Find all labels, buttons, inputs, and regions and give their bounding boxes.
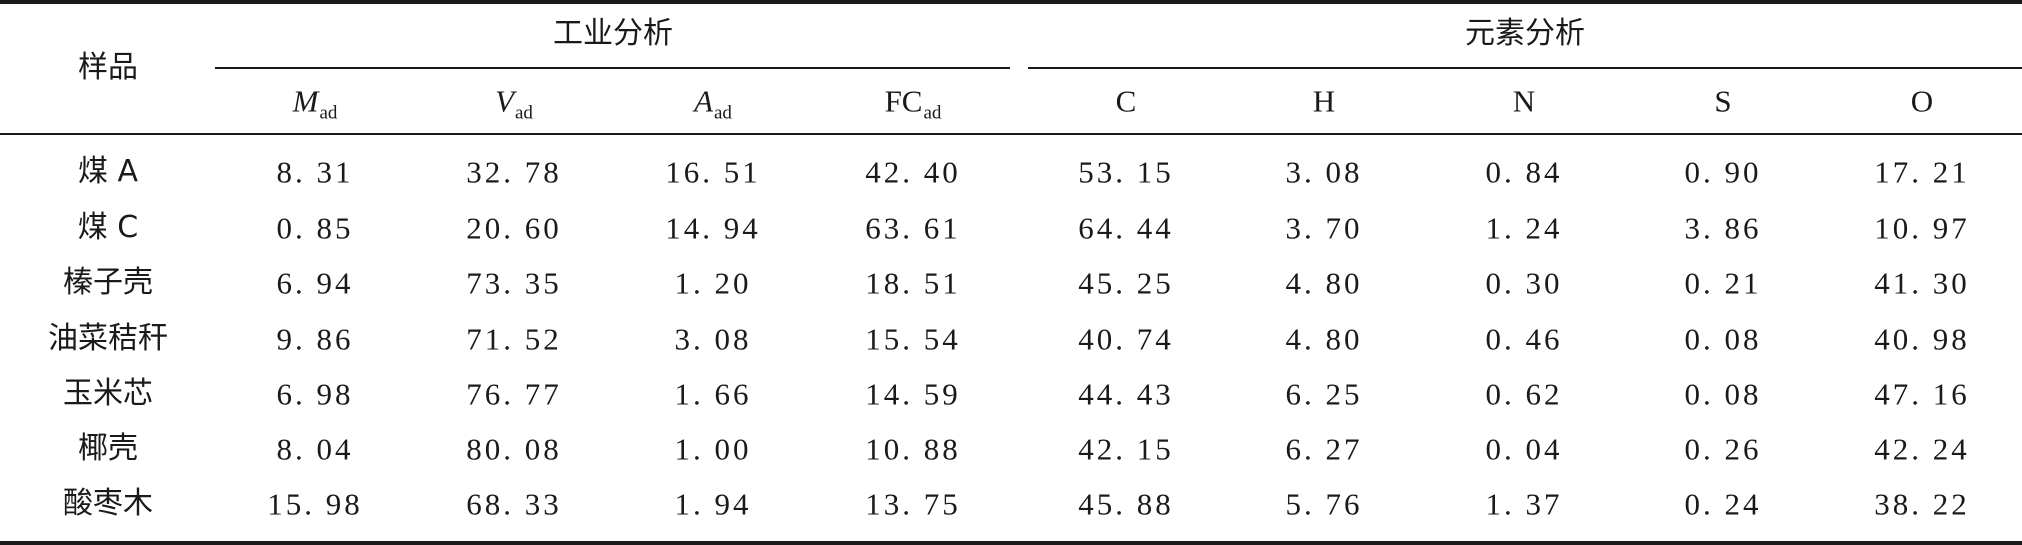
value-cell: 0. 30 — [1485, 265, 1563, 301]
value-cell: 64. 44 — [1078, 210, 1174, 246]
value-cell: 20. 60 — [466, 210, 562, 246]
sample-name-cell: 椰壳 — [78, 431, 138, 466]
column-header-m-ad: Mad — [292, 83, 338, 124]
value-cell: 68. 33 — [466, 486, 562, 522]
proximate-group-rule — [215, 67, 1010, 69]
value-cell: 32. 78 — [466, 154, 562, 190]
column-header-o: O — [1910, 83, 1934, 119]
sample-name-cell: 煤 A — [77, 154, 139, 189]
value-cell: 71. 52 — [466, 321, 562, 357]
column-header-a-ad: Aad — [694, 83, 732, 124]
value-cell: 17. 21 — [1874, 154, 1970, 190]
sample-name-cell: 煤 C — [77, 210, 139, 245]
column-header-n: N — [1512, 83, 1536, 119]
column-header-h: H — [1312, 83, 1336, 119]
value-cell: 0. 04 — [1485, 431, 1563, 467]
ultimate-analysis-header: 元素分析 — [1465, 16, 1585, 51]
ultimate-group-rule — [1028, 67, 2022, 69]
value-cell: 1. 37 — [1485, 486, 1563, 522]
value-cell: 45. 25 — [1078, 265, 1174, 301]
value-cell: 73. 35 — [466, 265, 562, 301]
value-cell: 6. 98 — [276, 376, 354, 412]
sample-name-cell: 榛子壳 — [63, 265, 153, 300]
value-cell: 6. 25 — [1285, 376, 1363, 412]
value-cell: 0. 62 — [1485, 376, 1563, 412]
table-top-rule — [0, 0, 2022, 4]
value-cell: 6. 94 — [276, 265, 354, 301]
value-cell: 0. 24 — [1684, 486, 1762, 522]
value-cell: 42. 24 — [1874, 431, 1970, 467]
value-cell: 38. 22 — [1874, 486, 1970, 522]
value-cell: 0. 90 — [1684, 154, 1762, 190]
column-header-c: C — [1115, 83, 1137, 119]
column-header-s: S — [1714, 83, 1732, 119]
proximate-analysis-header: 工业分析 — [553, 16, 673, 51]
sample-header: 样品 — [78, 50, 138, 85]
sample-name-cell: 酸枣木 — [63, 486, 153, 521]
value-cell: 0. 26 — [1684, 431, 1762, 467]
value-cell: 1. 00 — [674, 431, 752, 467]
value-cell: 0. 08 — [1684, 376, 1762, 412]
value-cell: 1. 66 — [674, 376, 752, 412]
value-cell: 0. 08 — [1684, 321, 1762, 357]
value-cell: 4. 80 — [1285, 321, 1363, 357]
value-cell: 5. 76 — [1285, 486, 1363, 522]
column-header-v-ad: Vad — [495, 83, 533, 124]
value-cell: 8. 04 — [276, 431, 354, 467]
value-cell: 13. 75 — [865, 486, 961, 522]
value-cell: 42. 15 — [1078, 431, 1174, 467]
value-cell: 76. 77 — [466, 376, 562, 412]
value-cell: 9. 86 — [276, 321, 354, 357]
value-cell: 44. 43 — [1078, 376, 1174, 412]
value-cell: 3. 70 — [1285, 210, 1363, 246]
value-cell: 15. 54 — [865, 321, 961, 357]
value-cell: 6. 27 — [1285, 431, 1363, 467]
value-cell: 40. 74 — [1078, 321, 1174, 357]
value-cell: 3. 08 — [1285, 154, 1363, 190]
value-cell: 0. 84 — [1485, 154, 1563, 190]
value-cell: 63. 61 — [865, 210, 961, 246]
value-cell: 47. 16 — [1874, 376, 1970, 412]
table-bottom-rule — [0, 541, 2022, 545]
value-cell: 8. 31 — [276, 154, 354, 190]
value-cell: 16. 51 — [665, 154, 761, 190]
value-cell: 0. 85 — [276, 210, 354, 246]
column-header-fc-ad: FCad — [884, 83, 942, 124]
value-cell: 1. 94 — [674, 486, 752, 522]
value-cell: 42. 40 — [865, 154, 961, 190]
value-cell: 10. 97 — [1874, 210, 1970, 246]
value-cell: 40. 98 — [1874, 321, 1970, 357]
value-cell: 4. 80 — [1285, 265, 1363, 301]
value-cell: 18. 51 — [865, 265, 961, 301]
value-cell: 14. 94 — [665, 210, 761, 246]
value-cell: 1. 24 — [1485, 210, 1563, 246]
value-cell: 0. 46 — [1485, 321, 1563, 357]
header-bottom-rule — [0, 133, 2022, 135]
value-cell: 0. 21 — [1684, 265, 1762, 301]
value-cell: 80. 08 — [466, 431, 562, 467]
value-cell: 10. 88 — [865, 431, 961, 467]
value-cell: 1. 20 — [674, 265, 752, 301]
value-cell: 53. 15 — [1078, 154, 1174, 190]
sample-name-cell: 油菜秸秆 — [48, 321, 168, 356]
value-cell: 15. 98 — [267, 486, 363, 522]
sample-name-cell: 玉米芯 — [63, 376, 153, 411]
value-cell: 41. 30 — [1874, 265, 1970, 301]
value-cell: 14. 59 — [865, 376, 961, 412]
value-cell: 45. 88 — [1078, 486, 1174, 522]
value-cell: 3. 08 — [674, 321, 752, 357]
value-cell: 3. 86 — [1684, 210, 1762, 246]
